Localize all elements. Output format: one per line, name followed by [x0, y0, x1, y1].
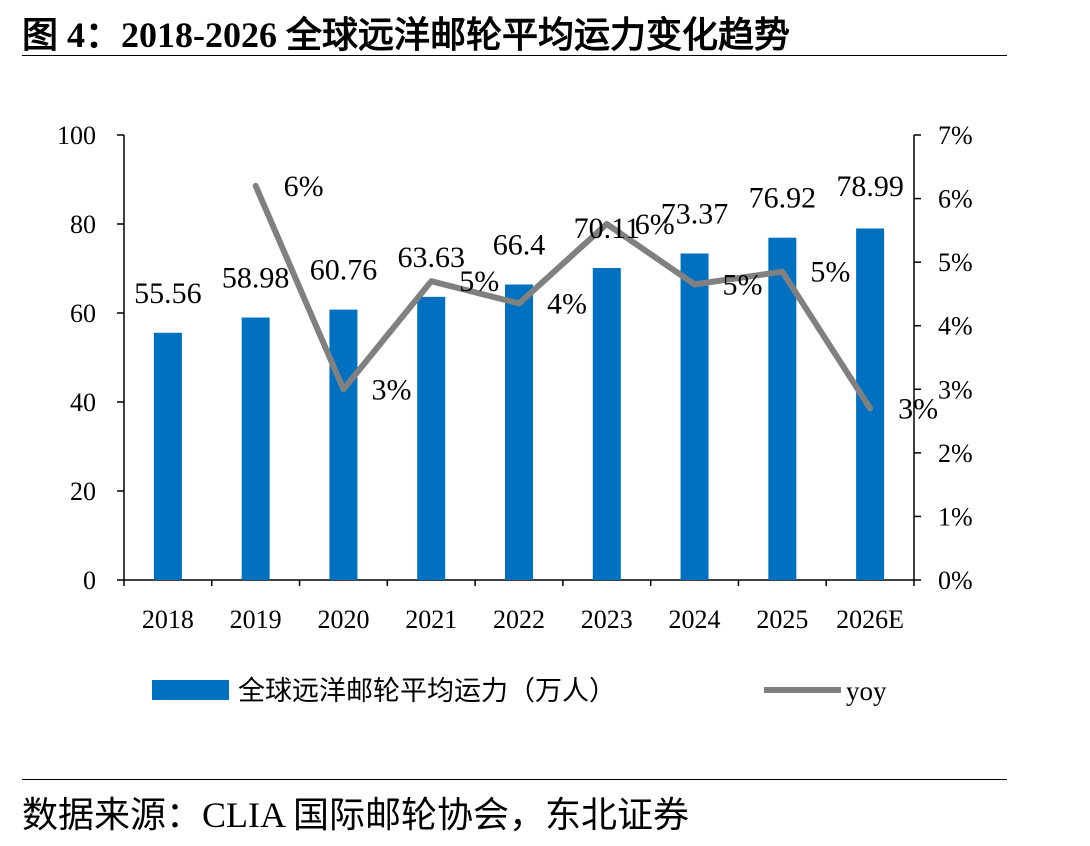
- bar-value-label: 78.99: [836, 170, 904, 203]
- bar-value-label: 55.56: [134, 277, 202, 310]
- right-tick-label: 1%: [938, 502, 973, 531]
- source-note: 数据来源：CLIA 国际邮轮协会，东北证券: [22, 795, 690, 835]
- right-tick-label: 0%: [938, 566, 973, 595]
- bar: [241, 317, 270, 580]
- yoy-value-label: 3%: [371, 373, 411, 406]
- left-tick-label: 60: [70, 299, 96, 328]
- yoy-point: [606, 223, 608, 225]
- bar: [329, 309, 358, 580]
- right-tick-label: 3%: [938, 375, 973, 404]
- legend: 全球远洋邮轮平均运力（万人） yoy: [152, 676, 887, 706]
- x-tick-label: 2025: [756, 605, 808, 634]
- bar: [153, 332, 182, 580]
- yoy-point: [255, 185, 257, 187]
- x-tick-label: 2026E: [836, 605, 904, 634]
- right-tick-label: 5%: [938, 248, 973, 277]
- bar: [680, 253, 709, 581]
- bar-value-label: 66.4: [493, 229, 546, 262]
- figure-title: 图 4：2018-2026 全球远洋邮轮平均运力变化趋势: [22, 15, 790, 55]
- source-rule: [22, 779, 1007, 780]
- bar: [768, 237, 797, 580]
- bar-value-label: 76.92: [749, 182, 817, 215]
- bar: [592, 268, 621, 580]
- yoy-point: [869, 407, 871, 409]
- bar-value-label: 73.37: [661, 198, 729, 231]
- left-tick-label: 80: [70, 210, 96, 239]
- bar-value-label: 58.98: [222, 262, 290, 295]
- yoy-point: [694, 283, 696, 285]
- bar-value-label: 60.76: [310, 254, 378, 287]
- yoy-value-label: 3%: [898, 392, 938, 425]
- left-tick-label: 40: [70, 388, 96, 417]
- legend-swatch-bar: [152, 680, 229, 700]
- yoy-point: [518, 302, 520, 304]
- yoy-value-label: 4%: [547, 287, 587, 320]
- yoy-line: [252, 182, 874, 412]
- legend-label-bar: 全球远洋邮轮平均运力（万人）: [238, 676, 616, 706]
- left-tick-label: 0: [83, 566, 96, 595]
- x-tick-label: 2019: [230, 605, 282, 634]
- yoy-value-label: 5%: [459, 265, 499, 298]
- yoy-value-label: 5%: [810, 256, 850, 289]
- right-tick-label: 7%: [938, 121, 973, 150]
- x-tick-label: 2018: [142, 605, 194, 634]
- right-tick-label: 6%: [938, 185, 973, 214]
- x-tick-label: 2022: [493, 605, 545, 634]
- left-tick-label: 100: [57, 121, 96, 150]
- x-tick-label: 2024: [669, 605, 721, 634]
- x-tick-label: 2023: [581, 605, 633, 634]
- data-labels: 55.56 58.98 60.76 63.63 66.4 70.11 73.37 76.92 7…: [134, 170, 938, 426]
- yoy-point: [430, 280, 432, 282]
- bar: [505, 284, 533, 580]
- legend-label-line: yoy: [846, 676, 887, 706]
- right-tick-label: 4%: [938, 312, 973, 341]
- yoy-series: [252, 182, 874, 412]
- x-tick-label: 2021: [405, 605, 457, 634]
- left-tick-label: 20: [70, 477, 96, 506]
- bar-value-label: 63.63: [397, 241, 465, 274]
- yoy-point: [342, 388, 344, 390]
- bar: [417, 296, 446, 580]
- right-tick-label: 2%: [938, 439, 973, 468]
- x-tick-label: 2020: [317, 605, 369, 634]
- yoy-value-label: 6%: [635, 208, 675, 241]
- yoy-value-label: 5%: [723, 268, 763, 301]
- title-rule: [22, 55, 1007, 56]
- yoy-value-label: 6%: [284, 170, 324, 203]
- bar-value-label: 70.11: [574, 212, 640, 245]
- yoy-point: [781, 271, 783, 273]
